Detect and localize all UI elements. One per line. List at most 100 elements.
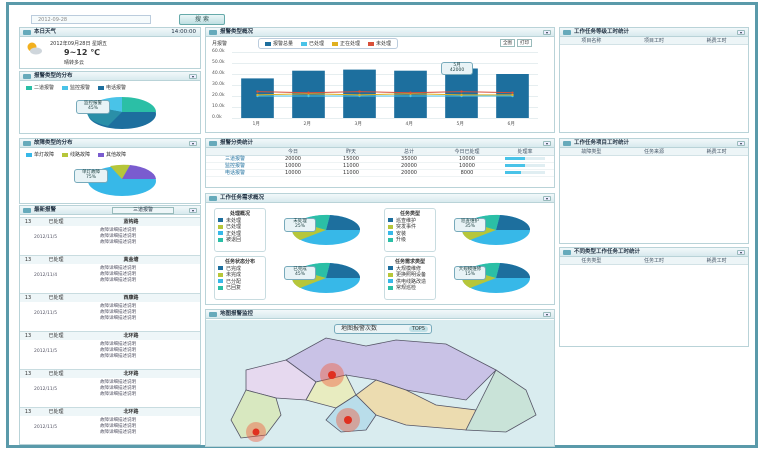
stats-row[interactable]: 监控报警 10000 11000 20000 10000 [206, 163, 554, 170]
col-header[interactable]: 任务工时 [644, 258, 665, 264]
col-header[interactable]: 今日 [287, 149, 298, 155]
type-hours-header: 不同类型工作任务工时统计 ▾ [560, 248, 748, 257]
weather-temp: 9~12 ℃ [64, 48, 100, 57]
alarm-status: 已处理 [48, 295, 64, 301]
bar-1月[interactable] [241, 78, 274, 118]
series-point[interactable] [307, 94, 310, 98]
region-center[interactable] [305, 374, 357, 409]
weather-panel: 本日天气 14:00:00 2012年09月28日 星期五 9~12 ℃ 晴转多… [19, 27, 201, 69]
work-group-item-label: 被退回 [226, 237, 242, 243]
work-group-item-label: 更换照明设备 [396, 272, 427, 278]
alarm-detail-line: 故障详细描述说明 [100, 228, 136, 233]
stats-row[interactable]: 电话报警 10000 11000 20000 8000 [206, 170, 554, 177]
legend-swatch [62, 85, 69, 90]
collapse-icon[interactable]: ▾ [543, 141, 551, 146]
work-group-callout: 未处理 25% [284, 218, 316, 232]
alarm-row-header: 13 已处理 蓝钩路 [20, 218, 200, 226]
callout-percent: 35% [464, 224, 475, 229]
alarm-overview-header: 报警类型概况 ▾ [206, 28, 554, 37]
chevron-down-icon[interactable]: ▾ [189, 208, 197, 213]
alarm-row[interactable]: 13 已处理 蓝钩路 2012/11/5 故障详细描述说明 故障详细描述说明 故障详细描述说… [20, 217, 200, 255]
region-southwest[interactable] [230, 389, 282, 439]
monthly-tab[interactable]: 月报警 [212, 41, 228, 47]
work-group: 任务需求类型 大规模维修 更换照明设备 供电线路改造 常规巡检 大规模维修 15% [384, 256, 548, 302]
alarm-code: 13 [24, 409, 32, 415]
alarm-detail-line: 故障详细描述说明 [100, 316, 136, 321]
col-header[interactable]: 项目工时 [644, 38, 665, 44]
series-point[interactable] [358, 93, 361, 97]
fault-type-panel: 故障类型的分布 ▾ 单灯故障 线路故障 其他故障 单灯故障 75% [19, 138, 201, 204]
alarm-row[interactable]: 13 已处理 北环路 2012/11/5 故障详细描述说明 故障详细描述说明 故障详细描述说… [20, 331, 200, 369]
search-bar: 2012-09-28 搜 索 [31, 14, 225, 25]
col-header[interactable]: 今日已处理 [454, 149, 480, 155]
callout-label: 巡查维护 [461, 219, 479, 224]
series-point[interactable] [256, 90, 259, 93]
bar-5月[interactable] [445, 68, 478, 119]
series-point[interactable] [409, 94, 412, 98]
col-header[interactable]: 项目名称 [581, 38, 602, 44]
collapse-icon[interactable]: ▾ [737, 30, 745, 35]
col-header[interactable]: 处理率 [517, 149, 533, 155]
chart-toolbar: 全图 打印 [500, 39, 532, 47]
weather-icon [23, 30, 31, 35]
date-input[interactable]: 2012-09-28 [31, 15, 151, 24]
col-header[interactable]: 耗费工时 [706, 258, 727, 264]
work-group-item-label: 升级 [396, 237, 407, 243]
gridline [232, 52, 538, 53]
stats-row[interactable]: 三道报警 20000 15000 35000 10000 [206, 156, 554, 163]
alarm-details: 故障详细描述说明 故障详细描述说明 故障详细描述说明 [100, 342, 136, 360]
print-button[interactable]: 打印 [517, 39, 532, 47]
collapse-icon[interactable]: ▾ [543, 312, 551, 317]
series-point[interactable] [256, 93, 259, 97]
callout-label: 大规模维修 [458, 267, 482, 272]
rate-fill [505, 171, 521, 174]
callout-label: 单灯故障 [82, 170, 100, 175]
dashboard-frame: 2012-09-28 搜 索 本日天气 14:00:00 2012年09月28日… [6, 2, 758, 448]
collapse-icon[interactable]: ▾ [737, 141, 745, 146]
work-group-callout: 已完成 45% [284, 266, 316, 280]
series-point[interactable] [460, 90, 463, 93]
collapse-icon[interactable]: ▾ [543, 196, 551, 201]
alarm-row[interactable]: 13 已处理 北环路 2012/11/5 故障详细描述说明 故障详细描述说明 故障详细描述说… [20, 369, 200, 407]
region-far-east[interactable] [465, 369, 537, 433]
alarm-stats-title: 报警分类统计 [220, 140, 254, 146]
series-point[interactable] [460, 93, 463, 97]
latest-alarms-panel: 最新报警 三道报警 ▾ 13 已处理 蓝钩路 2012/11/5 故障详细描述说明 故障详… [19, 205, 201, 445]
series-point[interactable] [409, 91, 412, 94]
col-header[interactable]: 昨天 [345, 149, 356, 155]
col-header[interactable]: 任务来源 [644, 149, 665, 155]
collapse-icon[interactable]: ▾ [737, 250, 745, 255]
top5-badge[interactable]: TOP5 [408, 326, 428, 332]
alarm-row[interactable]: 13 已处理 西康路 2012/11/5 故障详细描述说明 故障详细描述说明 故障详细描述说… [20, 293, 200, 331]
collapse-icon[interactable]: ▾ [189, 141, 197, 146]
col-header[interactable] [206, 148, 264, 155]
chart-svg [241, 68, 529, 119]
series-point[interactable] [358, 90, 361, 93]
alarm-row[interactable]: 13 已处理 真金塘 2012/11/4 故障详细描述说明 故障详细描述说明 故障详细描述说… [20, 255, 200, 293]
alarm-row[interactable]: 13 已处理 北环路 2012/11/5 故障详细描述说明 故障详细描述说明 故障详细描述说… [20, 407, 200, 444]
series-point[interactable] [307, 91, 310, 94]
work-group-callout: 大规模维修 15% [454, 266, 486, 280]
work-group-item: 巡查维护 [388, 218, 432, 225]
series-point[interactable] [511, 93, 514, 97]
clock-icon [563, 250, 571, 255]
col-header[interactable]: 总计 [403, 149, 414, 155]
map-view[interactable]: 地图报警次数 TOP5 [206, 320, 554, 446]
search-button[interactable]: 搜 索 [179, 14, 225, 25]
series-point[interactable] [511, 91, 514, 94]
work-group-item-label: 已分配 [226, 278, 242, 285]
collapse-icon[interactable]: ▾ [543, 30, 551, 35]
alarm-details: 故障详细描述说明 故障详细描述说明 故障详细描述说明 [100, 304, 136, 322]
col-header[interactable]: 耗费工时 [706, 149, 727, 155]
stats-cell: 8000 [460, 170, 474, 176]
collapse-icon[interactable]: ▾ [189, 74, 197, 79]
col-header[interactable]: 任务类型 [581, 258, 602, 264]
col-header[interactable]: 耗费工时 [706, 38, 727, 44]
work-group-item: 未完成 [218, 272, 262, 279]
zoom-button[interactable]: 全图 [500, 39, 515, 47]
work-group-item-label: 已回复 [226, 285, 242, 291]
region-south-center[interactable] [325, 394, 377, 433]
alarm-detail-line: 故障详细描述说明 [100, 310, 136, 315]
alarm-type-select[interactable]: 三道报警 [112, 207, 174, 214]
col-header[interactable]: 故障类型 [581, 149, 602, 155]
